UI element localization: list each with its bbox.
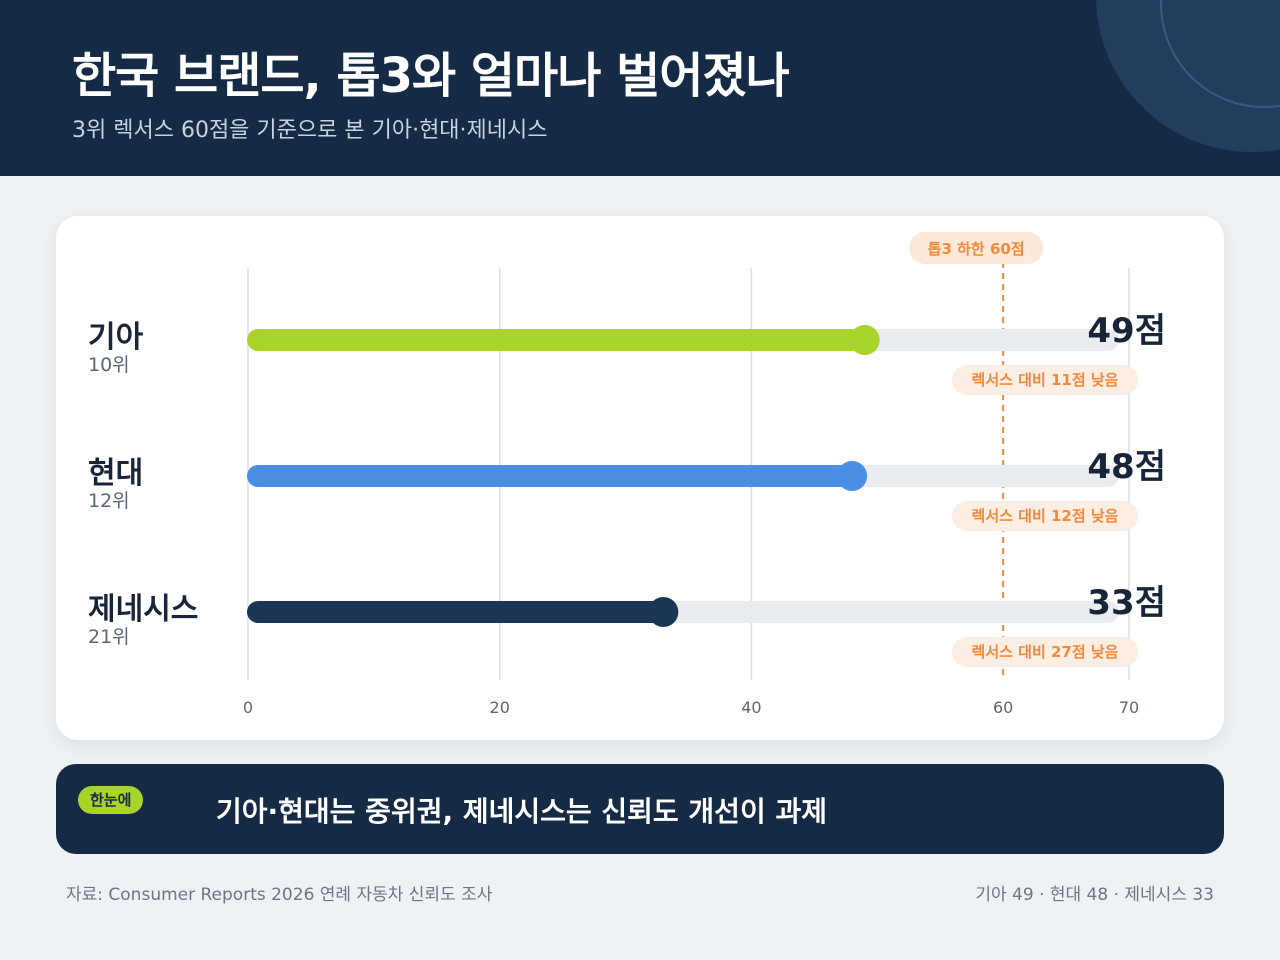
gap-label-pill [952,365,1138,395]
brand-rank-hyundai: 12위 [88,490,130,512]
summary-badge: 한눈에 [78,786,144,814]
brand-rank-kia: 10위 [88,354,130,376]
x-tick-label: 20 [490,698,510,717]
brand-label-hyundai: 현대 [88,456,144,491]
gap-label: 렉서스 대비 27점 낮음 [972,643,1119,661]
value-label: 48점 [1087,447,1166,487]
reference-label: 톱3 하한 60점 [928,240,1025,258]
x-tick-label: 0 [243,698,253,717]
header-banner: 한국 브랜드, 톱3와 얼마나 벌어졌나 3위 렉서스 60점을 기준으로 본 … [0,0,1280,176]
brand-rank-genesis: 21위 [88,626,130,648]
bar-end-marker [648,597,679,627]
gap-label: 렉서스 대비 12점 낮음 [972,507,1119,525]
summary-panel: 한눈에 기아·현대는 중위권, 제네시스는 신뢰도 개선이 과제 [56,764,1224,854]
score-recap: 기아 49 · 현대 48 · 제네시스 33 [975,885,1214,905]
page-subtitle: 3위 렉서스 60점을 기준으로 본 기아·현대·제네시스 [72,118,548,143]
source-note: 자료: Consumer Reports 2026 연례 자동차 신뢰도 조사 [66,885,493,905]
brand-label-genesis: 제네시스 [88,592,199,627]
bar-end-marker [849,325,880,355]
value-label: 49점 [1087,311,1166,351]
summary-text: 기아·현대는 중위권, 제네시스는 신뢰도 개선이 과제 [216,795,827,828]
x-tick-label: 70 [1119,698,1139,717]
value-label: 33점 [1087,583,1166,623]
brand-label-kia: 기아 [88,320,144,355]
bar-end-marker [837,461,868,491]
gap-label-pill [952,501,1138,531]
gap-label: 렉서스 대비 11점 낮음 [972,371,1119,389]
x-tick-label: 60 [993,698,1013,717]
page-title: 한국 브랜드, 톱3와 얼마나 벌어졌나 [72,48,790,104]
reference-label-pill [909,232,1044,264]
x-tick-label: 40 [741,698,761,717]
gap-label-pill [952,637,1138,667]
